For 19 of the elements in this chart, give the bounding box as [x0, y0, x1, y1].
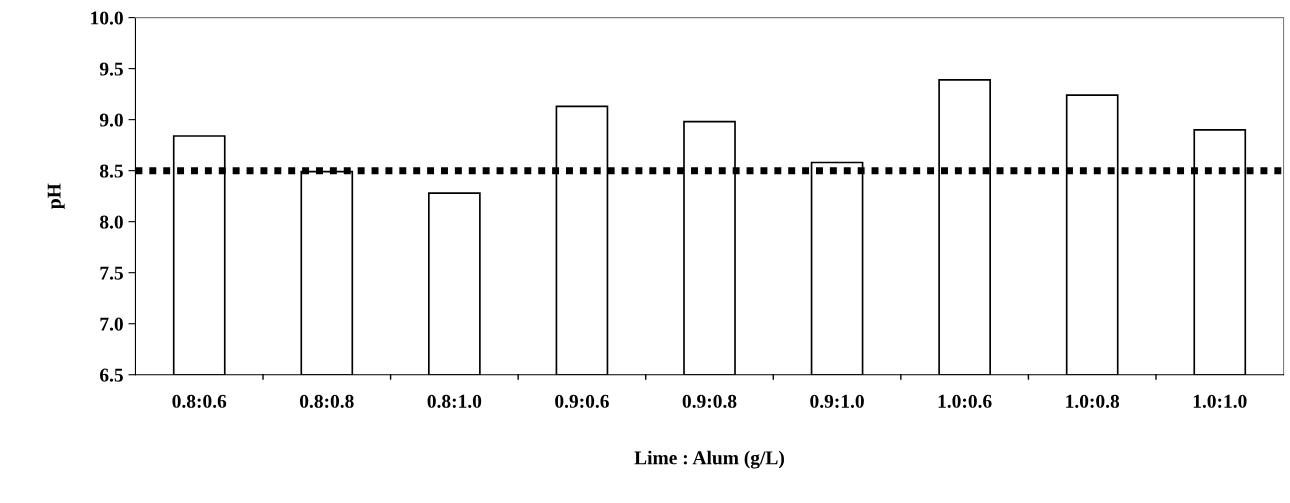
x-tick-label: 1.0:0.6 — [938, 394, 992, 408]
y-axis-title: pH — [47, 183, 65, 209]
y-tick-label: 7.0 — [100, 317, 123, 331]
y-tick-label: 7.5 — [100, 266, 123, 280]
y-tick-label: 6.5 — [100, 368, 123, 382]
y-tick-label: 9.0 — [99, 113, 123, 127]
x-tick-label: 0.8:0.8 — [300, 394, 354, 408]
y-tick-label: 9.5 — [99, 62, 123, 76]
x-tick-label: 0.9:1.0 — [810, 394, 864, 408]
x-tick-label: 0.8:1.0 — [427, 394, 482, 408]
x-tick-label: 1.0:1.0 — [1193, 394, 1247, 408]
x-axis-title: Lime : Alum (g/L) — [634, 450, 784, 469]
x-tick-label: 0.9:0.6 — [555, 394, 609, 408]
y-tick-label: 10.0 — [91, 11, 123, 25]
x-tick-label: 0.8:0.6 — [172, 394, 227, 408]
x-tick-label: 0.9:0.8 — [682, 394, 737, 408]
x-tick-label: 1.0:0.8 — [1066, 394, 1120, 408]
y-tick-label: 8.5 — [99, 164, 123, 178]
y-tick-label: 8.0 — [99, 215, 123, 229]
